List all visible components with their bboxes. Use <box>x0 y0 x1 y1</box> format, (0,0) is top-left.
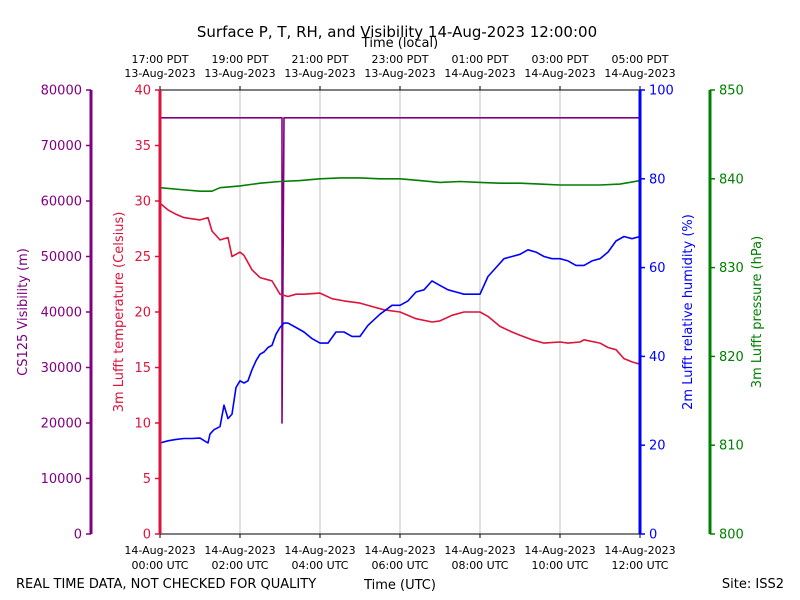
quality-note: REAL TIME DATA, NOT CHECKED FOR QUALITY <box>16 577 316 592</box>
visibility-tick-label: 40000 <box>41 306 82 321</box>
x-tick-label: 14-Aug-2023 <box>604 544 675 557</box>
top-tick-label: 23:00 PDT <box>371 53 428 66</box>
x-tick-label: 02:00 UTC <box>211 559 268 572</box>
pressure-tick-label: 810 <box>719 439 744 454</box>
visibility-series-line <box>160 117 640 424</box>
visibility-tick-label: 80000 <box>41 84 82 99</box>
pressure-tick-label: 850 <box>719 84 744 99</box>
x-tick-label: 00:00 UTC <box>131 559 188 572</box>
humidity-axis-label: 2m Lufft relative humidity (%) <box>681 214 696 410</box>
top-tick-label: 13-Aug-2023 <box>124 67 195 80</box>
top-tick-label: 21:00 PDT <box>291 53 348 66</box>
humidity-tick-label: 60 <box>649 261 666 276</box>
temperature-tick-label: 10 <box>134 417 151 432</box>
x-tick-label: 14-Aug-2023 <box>284 544 355 557</box>
humidity-tick-label: 0 <box>649 528 657 543</box>
humidity-series-line <box>159 235 641 444</box>
pressure-series-line <box>159 177 641 192</box>
visibility-tick-label: 10000 <box>41 472 82 487</box>
top-tick-label: 01:00 PDT <box>451 53 508 66</box>
top-tick-label: 14-Aug-2023 <box>604 67 675 80</box>
temperature-tick-label: 40 <box>134 84 151 99</box>
top-tick-label: 17:00 PDT <box>131 53 188 66</box>
visibility-tick-label: 50000 <box>41 250 82 265</box>
temperature-tick-label: 30 <box>134 195 151 210</box>
temperature-tick-label: 25 <box>134 250 151 265</box>
x-tick-label: 14-Aug-2023 <box>124 544 195 557</box>
pressure-tick-label: 840 <box>719 172 744 187</box>
top-tick-label: 14-Aug-2023 <box>524 67 595 80</box>
x-tick-label: 14-Aug-2023 <box>444 544 515 557</box>
visibility-tick-label: 0 <box>74 528 82 543</box>
top-tick-label: 05:00 PDT <box>611 53 668 66</box>
x-tick-label: 06:00 UTC <box>371 559 428 572</box>
humidity-tick-label: 100 <box>649 84 674 99</box>
humidity-tick-label: 20 <box>649 439 666 454</box>
x-tick-label: 14-Aug-2023 <box>204 544 275 557</box>
temperature-tick-label: 0 <box>143 528 151 543</box>
temperature-series-line <box>159 202 641 365</box>
site-label: Site: ISS2 <box>722 577 784 592</box>
x-tick-label: 12:00 UTC <box>611 559 668 572</box>
visibility-tick-label: 60000 <box>41 195 82 210</box>
visibility-tick-label: 20000 <box>41 417 82 432</box>
top-tick-label: 13-Aug-2023 <box>284 67 355 80</box>
x-tick-label: 14-Aug-2023 <box>524 544 595 557</box>
top-tick-label: 03:00 PDT <box>531 53 588 66</box>
top-tick-label: 14-Aug-2023 <box>444 67 515 80</box>
pressure-tick-label: 820 <box>719 350 744 365</box>
temperature-axis-label: 3m Lufft temperature (Celsius) <box>112 212 127 413</box>
visibility-tick-label: 30000 <box>41 361 82 376</box>
visibility-tick-label: 70000 <box>41 139 82 154</box>
x-tick-label: 08:00 UTC <box>451 559 508 572</box>
x-tick-label: 14-Aug-2023 <box>364 544 435 557</box>
pressure-tick-label: 830 <box>719 261 744 276</box>
pressure-axis-label: 3m Lufft pressure (hPa) <box>750 236 765 388</box>
x-axis-label: Time (UTC) <box>363 578 436 593</box>
temperature-tick-label: 35 <box>134 139 151 154</box>
temperature-tick-label: 15 <box>134 361 151 376</box>
top-tick-label: 13-Aug-2023 <box>364 67 435 80</box>
temperature-tick-label: 20 <box>134 306 151 321</box>
top-tick-label: 19:00 PDT <box>211 53 268 66</box>
humidity-tick-label: 40 <box>649 350 666 365</box>
temperature-tick-label: 5 <box>143 472 151 487</box>
humidity-tick-label: 80 <box>649 172 666 187</box>
pressure-tick-label: 800 <box>719 528 744 543</box>
x-tick-label: 04:00 UTC <box>291 559 348 572</box>
x-tick-label: 10:00 UTC <box>531 559 588 572</box>
chart-title: Surface P, T, RH, and Visibility 14-Aug-… <box>197 23 597 41</box>
top-axis-title: Time (local) <box>361 36 438 51</box>
top-tick-label: 13-Aug-2023 <box>204 67 275 80</box>
visibility-axis-label: CS125 Visibility (m) <box>16 248 31 376</box>
